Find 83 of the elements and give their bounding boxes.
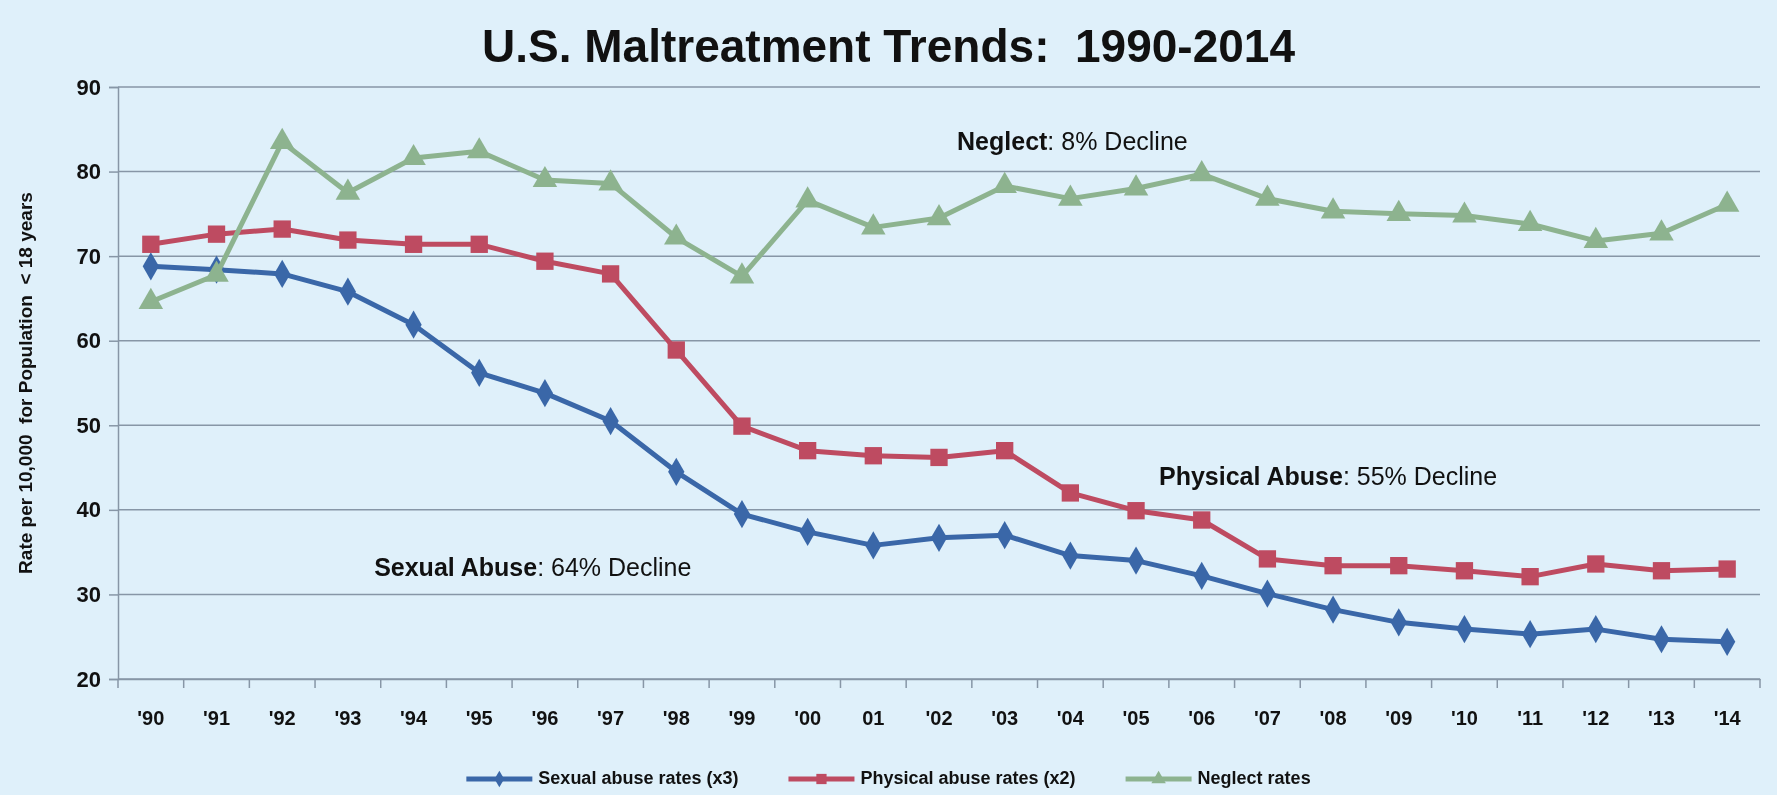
x-tick-label: '05 (1122, 707, 1150, 730)
x-tick-label: '96 (531, 707, 559, 730)
x-tick-label: '90 (137, 707, 165, 730)
point (335, 178, 361, 200)
point (1652, 562, 1671, 580)
x-tick-label: '93 (334, 707, 362, 730)
annotation: Neglect: 8% Decline (957, 126, 1188, 155)
annotation: Physical Abuse: 55% Decline (1159, 461, 1498, 490)
x-tick-label: '95 (465, 707, 493, 730)
point (1452, 201, 1477, 223)
point (1127, 502, 1145, 520)
point (992, 171, 1017, 194)
x-tick-label: '11 (1517, 707, 1544, 730)
x-tick-label: '92 (268, 707, 296, 730)
annotation: Sexual Abuse: 64% Decline (374, 553, 692, 582)
legend-label: Neglect rates (1197, 767, 1311, 788)
point (401, 143, 426, 166)
point (1193, 511, 1211, 529)
y-axis-title: Rate per 10,000 for Population < 18 years (15, 192, 37, 574)
point (1255, 184, 1280, 206)
x-tick-label: '10 (1450, 707, 1478, 730)
y-tick-label: 60 (76, 328, 101, 354)
y-tick-label: 90 (76, 74, 101, 100)
y-tick-label: 70 (76, 243, 101, 269)
point (795, 186, 820, 208)
point (1517, 209, 1543, 232)
point (1718, 560, 1736, 578)
x-tick-label: '04 (1056, 707, 1085, 730)
y-tick-label: 80 (76, 159, 101, 185)
x-tick-label: '07 (1253, 707, 1281, 730)
y-tick-label: 40 (76, 497, 101, 523)
point (532, 165, 558, 188)
point (926, 203, 952, 226)
legend-label: Sexual abuse rates (x3) (538, 767, 739, 788)
point (269, 127, 295, 150)
point (729, 262, 755, 284)
point (598, 169, 623, 191)
point (138, 287, 164, 309)
x-tick-label: '14 (1713, 707, 1742, 730)
point (667, 341, 685, 359)
point (798, 442, 817, 460)
point (1189, 159, 1214, 182)
x-tick-label: '03 (991, 707, 1019, 730)
x-tick-label: '94 (400, 707, 428, 730)
point (1390, 557, 1408, 575)
point (996, 442, 1014, 460)
point (1058, 184, 1083, 206)
point (1320, 197, 1346, 219)
point (466, 137, 492, 159)
point (1587, 555, 1605, 573)
point (1123, 174, 1149, 196)
point (1455, 562, 1474, 580)
x-tick-label: '00 (794, 707, 822, 730)
point (864, 447, 882, 465)
x-tick-label: '09 (1385, 707, 1413, 730)
point (1649, 219, 1674, 241)
point (1324, 557, 1342, 575)
point (733, 417, 751, 435)
point (1714, 190, 1740, 212)
legend-label: Physical abuse rates (x2) (860, 767, 1076, 788)
point (1061, 484, 1080, 502)
x-tick-label: '02 (925, 707, 953, 730)
x-tick-label: '08 (1319, 707, 1347, 730)
point (1258, 550, 1277, 568)
x-tick-label: '99 (728, 707, 756, 730)
point (1583, 226, 1609, 248)
point (1521, 568, 1539, 586)
x-tick-label: '98 (662, 707, 690, 730)
point (1386, 199, 1412, 221)
y-tick-label: 20 (76, 666, 101, 692)
y-tick-label: 30 (76, 581, 101, 607)
point (204, 260, 229, 282)
chart-title: U.S. Maltreatment Trends: 1990-2014 (482, 20, 1296, 72)
x-tick-label: '91 (203, 707, 231, 730)
point (664, 223, 689, 245)
x-tick-label: '13 (1647, 707, 1675, 730)
y-tick-label: 50 (76, 412, 101, 438)
point (861, 213, 886, 235)
x-tick-label: 01 (862, 707, 885, 730)
x-tick-label: '12 (1582, 707, 1610, 730)
x-tick-label: '06 (1188, 707, 1216, 730)
x-tick-label: '97 (597, 707, 625, 730)
point (930, 448, 948, 467)
